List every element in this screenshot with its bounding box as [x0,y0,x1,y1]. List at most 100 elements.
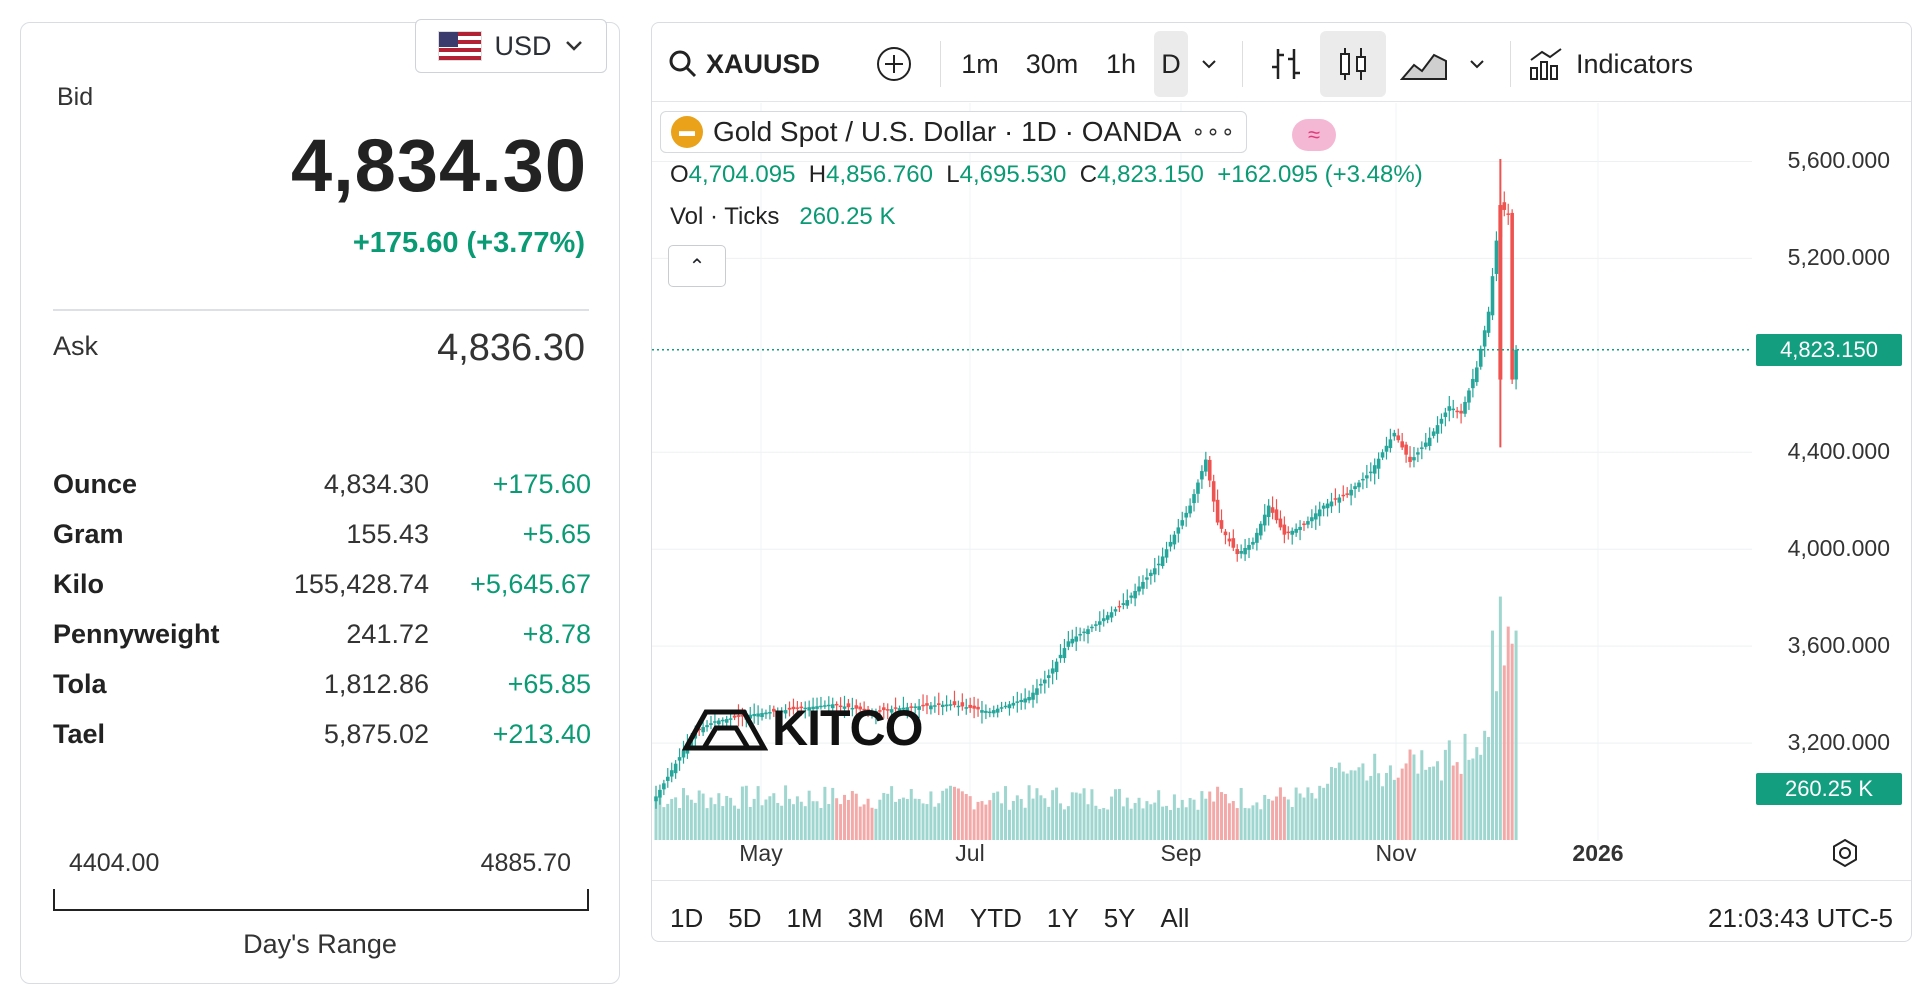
volume-bar [1263,794,1267,840]
candle-body [846,703,851,708]
settings-icon[interactable] [1830,838,1860,868]
candle-body [1274,509,1279,521]
range-3m[interactable]: 3M [847,903,884,933]
more-options-icon[interactable]: ∘∘∘ [1191,119,1236,144]
candle-body [1396,435,1401,441]
volume-bar [1000,803,1004,840]
candle-body [972,705,976,709]
candle-style-button[interactable] [1320,31,1386,97]
candle-body [897,708,902,713]
range-ytd[interactable]: YTD [969,903,1022,933]
volume-bar [1110,796,1114,840]
volume-bar [945,788,949,840]
candle-body [1361,478,1365,481]
volume-bar [1043,798,1047,840]
indicators-button[interactable]: Indicators [1528,31,1728,97]
volume-bar [1141,808,1145,840]
volume-bar [897,799,901,840]
close-value: 4,823.150 [1097,161,1204,188]
candle-body [673,763,678,774]
volume-bar [1051,790,1055,840]
time-axis[interactable]: May Jul Sep Nov 2026 [652,840,1752,880]
chart-clock[interactable]: 21:03:43 UTC-5 [1708,903,1893,933]
candle-body [917,706,921,710]
volume-bar [807,790,811,840]
bar-style-button[interactable] [1258,31,1314,97]
volume-bar [791,804,795,840]
range-1y[interactable]: 1Y [1046,903,1079,933]
candle-body [1031,692,1035,700]
candle-body [1117,605,1122,608]
range-all[interactable]: All [1160,903,1190,933]
currency-selector[interactable]: USD [415,19,607,73]
candle-body [1200,471,1204,480]
candle-body [952,701,957,706]
candle-body [1337,497,1342,503]
volume-bar [1023,807,1027,840]
volume-bar [1243,807,1247,840]
candle-body [1490,276,1495,316]
interval-1h[interactable]: 1h [1105,48,1137,79]
symbol-search[interactable]: XAUUSD [668,31,838,97]
volume-bar [1498,596,1502,840]
time-axis-label: 2026 [1572,840,1624,866]
us-flag-icon [438,31,483,61]
candle-body [1498,205,1503,380]
range-1m[interactable]: 1M [786,903,823,933]
candle-body [929,705,933,710]
price-chart[interactable] [652,103,1752,840]
candle-body [1097,621,1102,625]
volume-bar [843,794,847,840]
chart-legend[interactable]: ▬ Gold Spot / U.S. Dollar · 1D · OANDA ∘… [660,111,1247,153]
pink-badge-icon[interactable]: ≈ [1292,119,1336,151]
candle-body [752,713,756,717]
interval-30m[interactable]: 30m [1025,48,1079,79]
candle-body [1262,514,1267,526]
unit-row: Gram 155.43 +5.65 [53,509,591,559]
chart-toolbar: XAUUSD 1m 30m 1h D Indicators [652,23,1911,102]
candle-body [713,721,717,723]
volume-bar [670,798,674,840]
collapse-legend-button[interactable]: ⌃ [668,245,726,287]
legend-title: Gold Spot / U.S. Dollar · 1D · OANDA [713,116,1182,147]
candle-body [1325,503,1330,509]
volume-bar [941,790,945,840]
range-6m[interactable]: 6M [908,903,945,933]
volume-bar [1019,798,1023,840]
candle-body [984,710,988,713]
candle-body [1400,441,1404,448]
volume-bar [1282,796,1286,840]
range-1d[interactable]: 1D [670,903,704,933]
range-5y[interactable]: 5Y [1103,903,1136,933]
interval-d[interactable]: D [1154,31,1188,97]
day-range-title: Day's Range [243,929,397,959]
volume-bar [1212,801,1216,840]
volume-bar [878,799,882,840]
volume-bar [1196,809,1200,840]
candle-body [1494,240,1499,274]
volume-bar [784,785,788,840]
volume-bar [1004,786,1008,840]
ask-label: Ask [53,331,99,361]
candle-body [1404,444,1408,455]
candle-body [1286,531,1291,534]
candle-body [799,706,804,709]
volume-bar [1483,730,1487,840]
area-style-button[interactable] [1394,31,1454,97]
candle-body [1027,697,1031,701]
range-5d[interactable]: 5D [728,903,762,933]
interval-dropdown[interactable] [1192,31,1226,97]
unit-change: +8.78 [522,618,591,649]
volume-bar [811,801,815,840]
candle-body [874,711,878,714]
chart-type-dropdown[interactable] [1460,31,1494,97]
unit-change: +175.60 [492,468,591,499]
volume-bar [1506,626,1510,840]
compare-symbol-button[interactable] [870,31,918,97]
unit-name: Tael [53,718,106,749]
volume-bar [1074,792,1078,840]
chevron-up-icon: ⌃ [688,255,706,278]
interval-1m[interactable]: 1m [961,48,999,79]
price-axis[interactable]: 5,600.000 5,200.000 4,400.000 4,000.000 … [1752,103,1912,840]
candle-body [1074,636,1079,642]
